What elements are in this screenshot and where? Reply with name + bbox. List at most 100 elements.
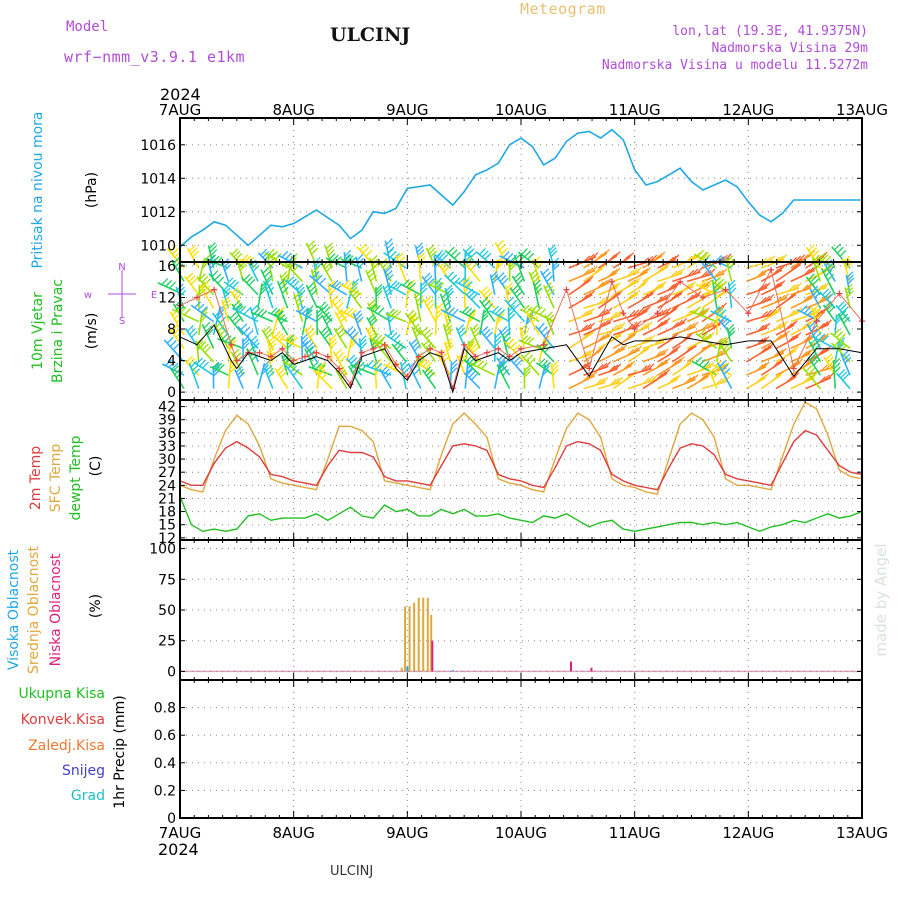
wind-barb-flag bbox=[343, 279, 350, 287]
wind-barb-flag bbox=[450, 274, 458, 282]
wind-barb-flag bbox=[510, 299, 518, 307]
wind-barb-shaft bbox=[208, 273, 229, 296]
wind-barb-shaft bbox=[598, 347, 626, 363]
y-tick-label: 16 bbox=[158, 259, 176, 275]
wind-gust-marker bbox=[427, 345, 434, 352]
wind-barb-flag bbox=[231, 287, 239, 294]
wind-barb-flag bbox=[839, 310, 847, 318]
wind-barb-flag bbox=[481, 296, 489, 304]
x-tick-label-bottom: 8AUG bbox=[272, 824, 314, 842]
wind-barb-flag bbox=[620, 344, 628, 352]
wind-barb-flag bbox=[680, 318, 688, 325]
wind-barb-flag bbox=[671, 375, 679, 383]
wind-barb-flag bbox=[350, 337, 358, 345]
wind-barb-flag bbox=[192, 250, 200, 258]
wind-barb-shaft bbox=[760, 361, 783, 376]
wind-barb-shaft bbox=[391, 343, 407, 363]
wind-barb-flag bbox=[613, 310, 621, 318]
wind-barb-flag bbox=[522, 304, 530, 312]
wind-barb-flag bbox=[229, 312, 237, 319]
wind-barb-flag bbox=[273, 308, 281, 316]
wind-barb-flag bbox=[346, 326, 354, 334]
wind-barb-flag bbox=[249, 349, 257, 357]
wind-barb-flag bbox=[278, 367, 286, 375]
wind-barb-shaft bbox=[418, 329, 437, 349]
wind-barb-flag bbox=[720, 280, 728, 288]
wind-gust-marker bbox=[483, 349, 490, 356]
wind-barb-shaft bbox=[478, 299, 496, 323]
wind-barb-flag bbox=[447, 246, 455, 254]
y-tick-label: 30 bbox=[158, 452, 176, 468]
wind-gust-marker bbox=[586, 365, 593, 372]
wind-barb-flag bbox=[209, 254, 217, 262]
wind-barb-flag bbox=[171, 247, 179, 255]
wind-gust-line bbox=[179, 268, 863, 390]
wind-barb-shaft bbox=[543, 284, 555, 309]
y-tick-label: 0.8 bbox=[154, 701, 176, 717]
wind-barb-flag bbox=[373, 305, 381, 313]
wind-barb-flag bbox=[634, 320, 642, 328]
wind-barb-flag bbox=[349, 328, 357, 336]
wind-barb-flag bbox=[168, 360, 176, 368]
wind-barb-shaft bbox=[701, 291, 726, 309]
wind-barb-flag bbox=[759, 269, 767, 277]
wind-barb-flag bbox=[370, 303, 378, 311]
wind-barb-flag bbox=[719, 336, 727, 344]
wind-barb-flag bbox=[776, 255, 784, 263]
wind-barb-flag bbox=[339, 330, 347, 338]
wind-barb-flag bbox=[215, 362, 223, 370]
wind-barb-shaft bbox=[550, 363, 555, 389]
wind-barb-flag bbox=[436, 303, 444, 311]
wind-barb-flag bbox=[654, 350, 662, 358]
wind-barb-flag bbox=[700, 308, 707, 316]
wind-barb-flag bbox=[319, 301, 327, 309]
wind-barb-flag bbox=[513, 303, 521, 310]
wind-barb-flag bbox=[841, 306, 849, 314]
x-tick-label-bottom: 11AUG bbox=[609, 824, 661, 842]
wind-barb-flag bbox=[715, 377, 723, 385]
y-tick-label: 4 bbox=[167, 354, 176, 370]
wind-barb-flag bbox=[262, 251, 270, 258]
wind-barb-flag bbox=[806, 358, 814, 366]
wind-barb-flag bbox=[719, 315, 727, 323]
wind-barb-flag bbox=[811, 285, 819, 293]
wind-barb-shaft bbox=[805, 366, 835, 376]
wind-barb-flag bbox=[201, 261, 209, 269]
wind-barb-flag bbox=[390, 280, 398, 288]
wind-barb-shaft bbox=[686, 283, 709, 296]
wind-barb-shaft bbox=[386, 311, 392, 336]
wind-barb-flag bbox=[391, 309, 399, 317]
wind-barb-flag bbox=[786, 375, 794, 383]
wind-barb-flag bbox=[591, 252, 599, 260]
wind-barb-shaft bbox=[266, 255, 274, 282]
wind-barb-flag bbox=[371, 361, 379, 369]
wind-barb-flag bbox=[659, 281, 667, 289]
wind-barb-flag bbox=[370, 330, 378, 338]
wind-barb-flag bbox=[423, 272, 431, 280]
wind-barb-flag bbox=[188, 244, 196, 252]
wind-barb-flag bbox=[283, 354, 291, 362]
wind-barb-flag bbox=[820, 364, 828, 372]
wind-barb-flag bbox=[656, 282, 664, 290]
wind-barb-flag bbox=[788, 321, 796, 329]
wind-barb-flag bbox=[535, 306, 543, 314]
wind-barb-shaft bbox=[746, 327, 768, 336]
x-tick-label-top: 10AUG bbox=[495, 101, 547, 119]
wind-barb-flag bbox=[470, 251, 478, 259]
wind-barb-flag bbox=[762, 361, 770, 369]
wind-barb-flag bbox=[846, 290, 854, 298]
wind-barb-flag bbox=[336, 302, 344, 310]
wind-barb-flag bbox=[701, 331, 709, 339]
wind-barb-shaft bbox=[716, 362, 733, 389]
wind-barb-shaft bbox=[365, 269, 378, 296]
wind-barb-flag bbox=[247, 345, 255, 353]
wind-barb-flag bbox=[546, 275, 554, 283]
wind-barb-flag bbox=[339, 355, 347, 363]
wind-barb-flag bbox=[515, 359, 523, 367]
wind-barb-shaft bbox=[823, 356, 836, 376]
wind-barb-flag bbox=[430, 250, 438, 258]
wind-barb-shaft bbox=[442, 309, 452, 336]
wind-barb-flag bbox=[372, 262, 380, 270]
wind-barb-flag bbox=[524, 250, 532, 258]
